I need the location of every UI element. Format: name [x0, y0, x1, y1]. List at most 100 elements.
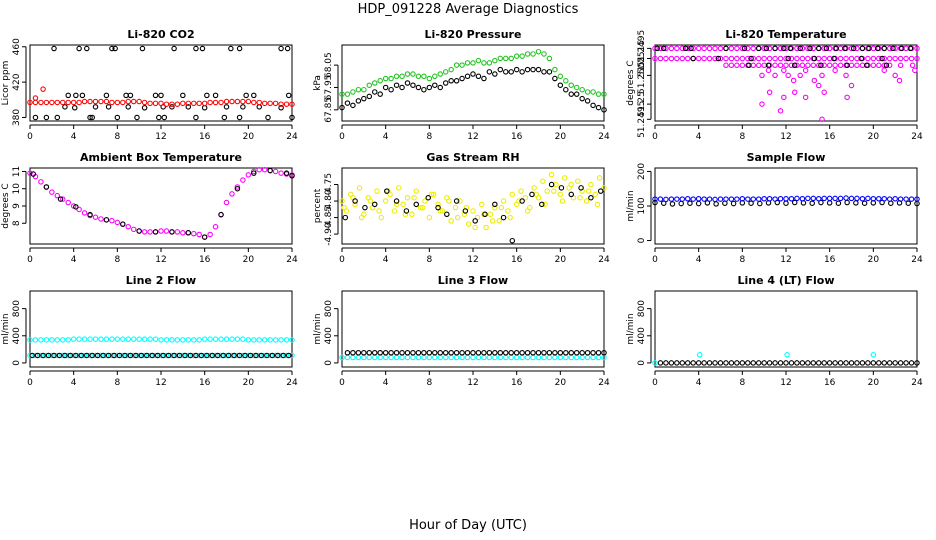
x-tick-label: 24: [911, 132, 923, 142]
data-point: [706, 360, 713, 366]
data-point: [766, 360, 773, 366]
data-point: [193, 45, 199, 52]
data-point: [234, 185, 241, 192]
data-point: [475, 349, 482, 356]
data-point: [289, 101, 295, 107]
data-point: [120, 352, 126, 359]
x-tick-label: 20: [868, 378, 880, 388]
data-point: [886, 360, 893, 366]
data-point: [818, 62, 824, 69]
data-point: [403, 208, 410, 214]
data-point: [684, 195, 691, 202]
data-point: [573, 84, 580, 91]
data-point: [289, 114, 295, 121]
data-point: [679, 45, 686, 52]
data-point: [883, 62, 890, 69]
data-point: [668, 45, 675, 52]
data-point: [201, 100, 208, 107]
data-point: [269, 352, 276, 359]
data-point: [410, 82, 416, 88]
data-point: [886, 62, 893, 69]
y-tick-label: 9: [12, 203, 22, 209]
data-point: [539, 201, 545, 208]
data-point: [223, 104, 230, 110]
data-point: [568, 349, 574, 356]
data-point: [465, 221, 472, 227]
data-point: [755, 45, 762, 52]
data-point: [371, 349, 378, 356]
data-point: [739, 62, 746, 69]
y-tick-label: 51.2505: [637, 57, 647, 94]
data-point: [590, 102, 596, 109]
data-point: [457, 198, 463, 204]
x-tick-label: 12: [467, 132, 478, 142]
data-point: [553, 181, 559, 188]
data-point: [30, 171, 37, 177]
data-point: [207, 336, 213, 342]
data-point: [837, 195, 844, 202]
data-point: [382, 354, 389, 361]
data-point: [207, 231, 213, 238]
panel-title: Gas Stream RH: [426, 151, 519, 164]
data-point: [579, 354, 585, 361]
data-point: [382, 349, 389, 356]
data-point: [169, 352, 175, 359]
y-tick-label: 400: [12, 327, 22, 344]
plot-frame: [654, 44, 918, 122]
y-axis-label: ml/min: [626, 190, 636, 221]
x-tick-label: 8: [426, 255, 432, 265]
data-point: [59, 352, 66, 359]
data-point: [843, 72, 849, 79]
data-point: [201, 104, 208, 111]
data-point: [245, 352, 252, 359]
data-point: [864, 62, 870, 69]
data-point: [111, 352, 117, 359]
data-point: [657, 360, 664, 366]
data-point: [531, 185, 537, 191]
plot-frame: [654, 290, 918, 368]
data-point: [229, 336, 235, 342]
data-point: [289, 173, 295, 179]
data-point: [141, 104, 148, 111]
data-point: [158, 228, 164, 234]
data-point: [785, 72, 791, 79]
data-point: [171, 352, 177, 359]
data-point: [464, 349, 471, 356]
data-point: [243, 92, 249, 99]
data-point: [65, 199, 71, 206]
data-point: [890, 45, 896, 52]
data-point: [285, 92, 292, 99]
x-tick-label: 0: [339, 255, 345, 265]
data-point: [750, 62, 756, 69]
plot-frame: [654, 167, 918, 245]
data-point: [497, 349, 504, 356]
data-point: [734, 62, 740, 69]
data-point: [223, 352, 230, 359]
data-point: [130, 226, 137, 233]
data-point: [777, 108, 784, 114]
data-point: [81, 98, 88, 105]
data-point: [530, 354, 536, 361]
data-point: [371, 354, 378, 361]
data-point: [788, 195, 795, 202]
data-point: [229, 352, 235, 359]
data-point: [38, 352, 44, 359]
data-point: [579, 349, 585, 356]
x-tick-label: 20: [243, 132, 255, 142]
data-point: [212, 223, 219, 230]
data-point: [366, 349, 373, 356]
data-point: [76, 45, 82, 52]
data-point: [350, 349, 356, 356]
data-point: [690, 45, 696, 52]
data-point: [251, 92, 257, 99]
data-point: [459, 75, 465, 82]
data-point: [492, 354, 498, 361]
data-point: [701, 196, 707, 202]
data-point: [228, 45, 234, 52]
data-point: [218, 336, 224, 342]
data-point: [191, 100, 197, 107]
data-point: [229, 191, 235, 197]
data-point: [783, 62, 789, 69]
data-point: [766, 45, 773, 52]
